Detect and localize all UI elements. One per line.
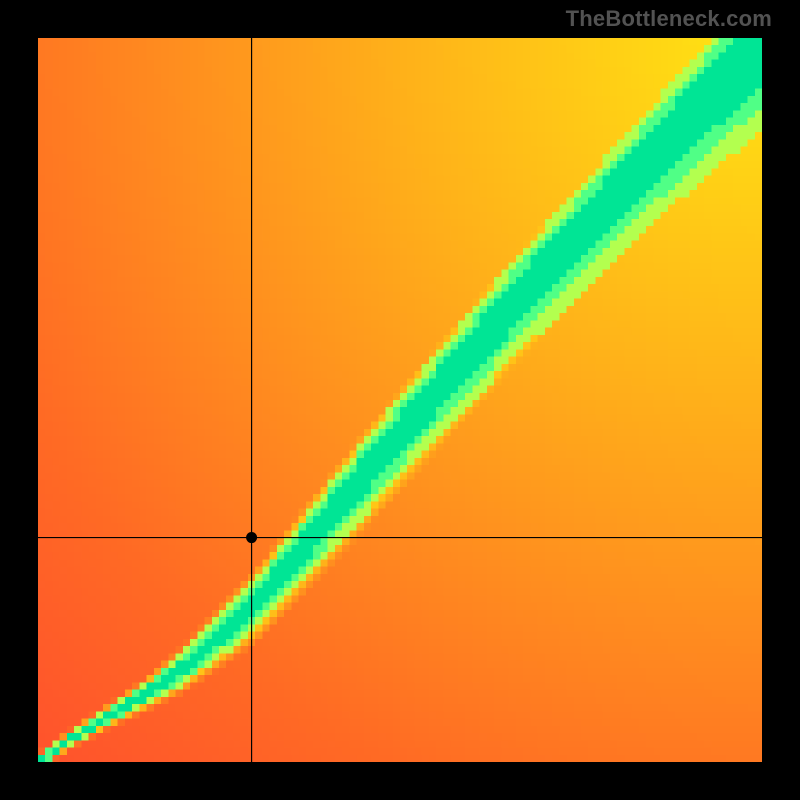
chart-container: TheBottleneck.com <box>0 0 800 800</box>
heatmap-canvas <box>38 38 762 762</box>
attribution-text: TheBottleneck.com <box>566 6 772 32</box>
